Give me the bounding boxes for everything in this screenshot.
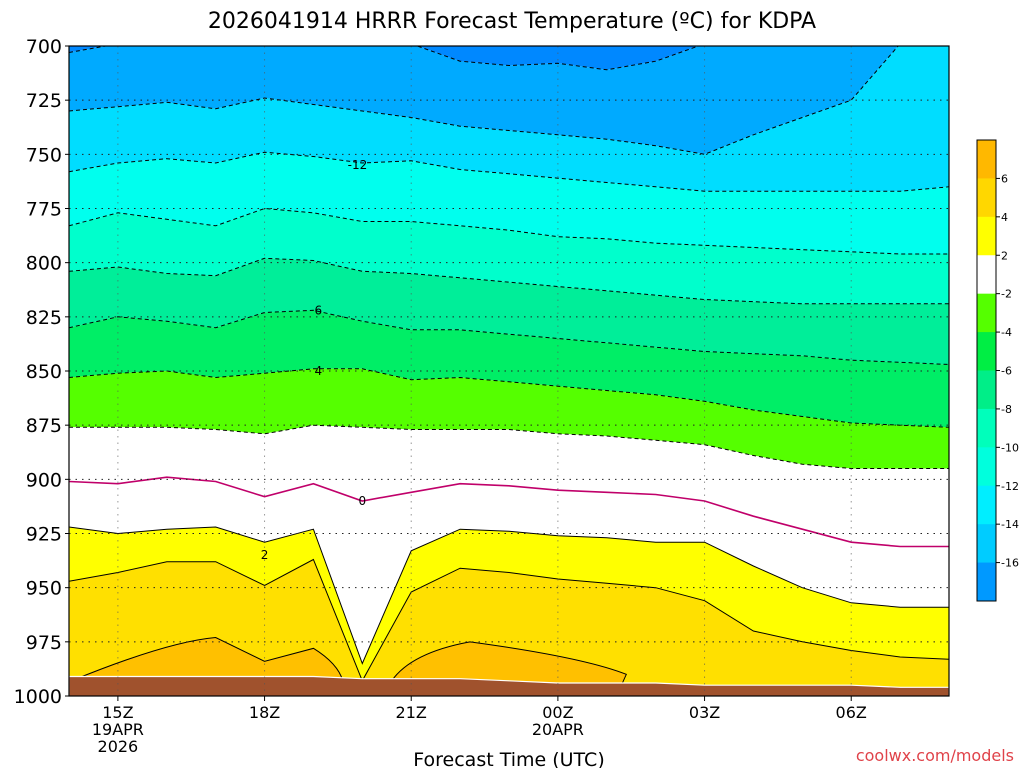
- x-tick-label: 19APR: [92, 720, 144, 739]
- colorbar-swatch: [977, 524, 996, 564]
- credit-text: coolwx.com/models: [856, 746, 1014, 765]
- contour-label: 6: [315, 303, 323, 317]
- y-tick-label: 725: [26, 90, 62, 112]
- contour-line-m2: [69, 424, 949, 469]
- colorbar-swatch: [977, 332, 996, 371]
- colorbar-swatch: [977, 140, 996, 179]
- contour-line-m16: [69, 46, 700, 71]
- y-tick-label: 750: [26, 144, 62, 166]
- x-tick-label: 18Z: [249, 703, 280, 722]
- band-tm10: [69, 208, 949, 304]
- colorbar-label: -10: [1001, 441, 1019, 454]
- colorbar-swatch: [977, 293, 996, 333]
- colorbar-label: -8: [1001, 403, 1012, 416]
- contour-line-4: [69, 558, 949, 682]
- colorbar-label: 2: [1001, 249, 1008, 262]
- y-tick-label: 925: [26, 524, 62, 546]
- colorbar-swatch: [977, 447, 996, 487]
- x-tick-label: 15Z: [102, 703, 133, 722]
- plot-area: [69, 46, 949, 696]
- y-tick-label: 975: [26, 632, 62, 654]
- chart-title: 2026041914 HRRR Forecast Temperature (ºC…: [208, 9, 816, 34]
- colorbar-label: -4: [1001, 326, 1012, 339]
- colorbar-label: 6: [1001, 172, 1008, 185]
- contour-line-m6: [69, 309, 949, 365]
- band-tm8: [69, 258, 949, 365]
- colorbar-swatch: [977, 370, 996, 410]
- contour-labels: -12 6 4 0 2: [261, 158, 368, 562]
- y-tick-label: 900: [26, 469, 62, 491]
- y-tick-label: 875: [26, 415, 62, 437]
- contour-line-m4: [69, 368, 949, 428]
- band-tm12: [69, 152, 949, 254]
- grid-lines: [69, 45, 949, 697]
- band-tm2: [69, 425, 949, 547]
- x-tick-label: 03Z: [689, 703, 720, 722]
- band-tm16: [69, 46, 899, 155]
- band-tm6: [69, 310, 949, 428]
- x-tick-label: 21Z: [396, 703, 427, 722]
- colorbar-label: -6: [1001, 365, 1012, 378]
- colorbar-label: 4: [1001, 211, 1008, 224]
- y-tick-label: 800: [26, 253, 62, 275]
- colorbar-swatch: [977, 216, 996, 256]
- band-tm4: [69, 368, 949, 469]
- x-tick-label: 00Z: [542, 703, 573, 722]
- contour-label: 0: [359, 494, 367, 508]
- contour-line-2: [69, 526, 949, 665]
- colorbar-label: -14: [1001, 518, 1019, 531]
- band-t6-west: [71, 636, 344, 682]
- contour-line-m12: [69, 151, 949, 192]
- colorbar-swatch: [977, 178, 996, 218]
- x-tick-label: 20APR: [532, 720, 584, 739]
- contour-line-0: [69, 476, 949, 548]
- y-tick-label: 1000: [14, 686, 62, 708]
- colorbar-swatch: [977, 408, 996, 448]
- x-tick-label: 06Z: [836, 703, 867, 722]
- colorbar-swatch: [977, 485, 996, 525]
- y-tick-label: 950: [26, 578, 62, 600]
- band-tm14: [69, 46, 949, 192]
- y-axis: 700 725 750 775 800 825 850 875 900 925 950 975 1000: [14, 36, 69, 708]
- y-tick-label: 775: [26, 199, 62, 221]
- colorbar-legend: 6 4 2 -2 -4 -6 -8 -10 -12 -14 -16: [976, 139, 1019, 602]
- colorbar-swatch: [977, 562, 996, 602]
- ground-terrain: [69, 675, 949, 696]
- band-t2: [69, 527, 949, 681]
- y-tick-label: 825: [26, 307, 62, 329]
- x-axis-title: Forecast Time (UTC): [413, 749, 604, 768]
- colorbar-label: -16: [1001, 557, 1019, 570]
- x-tick-label: 2026: [98, 737, 139, 756]
- contour-line-m14: [69, 46, 899, 155]
- contour-line-m8: [69, 257, 949, 305]
- contour-label: 2: [261, 548, 269, 562]
- y-tick-label: 700: [26, 36, 62, 58]
- contour-label: -12: [348, 158, 368, 172]
- contour-line-m10: [69, 207, 949, 255]
- colorbar-swatch: [977, 255, 996, 295]
- colorbar-label: -2: [1001, 288, 1012, 301]
- y-tick-label: 850: [26, 361, 62, 383]
- colorbar-label: -12: [1001, 480, 1019, 493]
- contour-label: 4: [315, 364, 323, 378]
- band-t0: [69, 477, 949, 664]
- band-t6-east: [390, 641, 628, 686]
